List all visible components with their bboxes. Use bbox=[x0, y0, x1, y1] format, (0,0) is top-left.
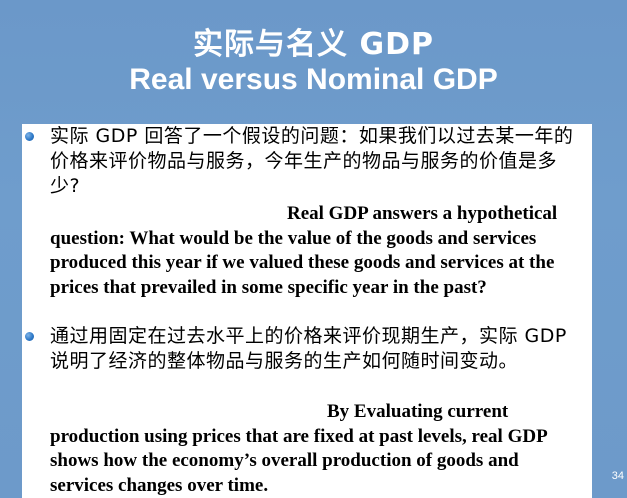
bullet-dot-icon bbox=[25, 132, 34, 141]
bullet-2-english: By Evaluating current production using p… bbox=[50, 401, 547, 496]
title-chinese: 实际与名义 GDP bbox=[193, 27, 434, 62]
bullet-1-english: Real GDP answers a hypothetical question… bbox=[50, 203, 558, 298]
slide-title: 实际与名义 GDP Real versus Nominal GDP bbox=[0, 28, 627, 96]
bullet-1-chinese: 实际 GDP 回答了一个假设的问题：如果我们以过去某一年的价格来评价物品与服务，… bbox=[50, 125, 574, 197]
content-panel: 实际 GDP 回答了一个假设的问题：如果我们以过去某一年的价格来评价物品与服务，… bbox=[22, 124, 592, 498]
bullet-2-chinese: 通过用固定在过去水平上的价格来评价现期生产，实际 GDP 说明了经济的整体物品与… bbox=[50, 325, 567, 372]
title-english: Real versus Nominal GDP bbox=[129, 63, 498, 96]
page-number: 34 bbox=[611, 470, 624, 482]
bullet-dot-icon bbox=[25, 332, 34, 341]
